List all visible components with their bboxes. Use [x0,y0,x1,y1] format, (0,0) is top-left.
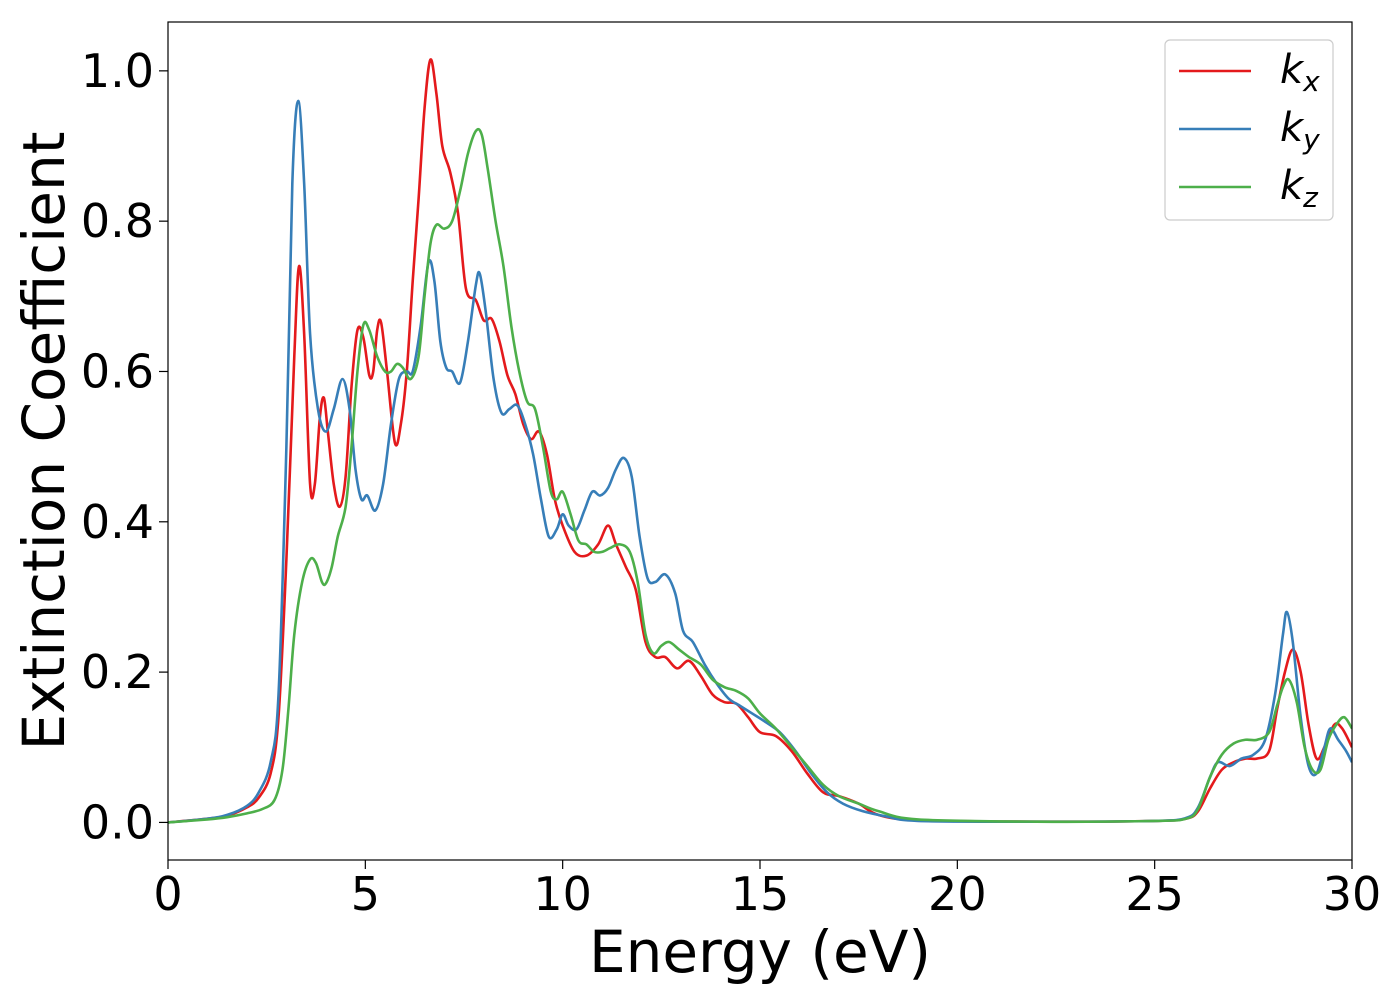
y-tick-label: 1.0 [81,44,154,98]
x-tick-label: 0 [153,867,182,921]
legend-label-kz: kz [1280,163,1319,214]
x-tick-label: 10 [533,867,592,921]
y-tick-label: 0.0 [81,795,154,849]
legend-label-kx: kx [1280,47,1320,98]
x-axis-title: Energy (eV) [589,918,931,986]
legend-label-ky: ky [1280,105,1320,156]
y-tick-label: 0.8 [81,194,154,248]
x-axis-ticks: 0 5 10 15 20 25 30 [153,860,1381,921]
x-tick-label: 15 [731,867,790,921]
series-layer [168,58,1352,824]
x-tick-label: 30 [1323,867,1382,921]
series-line-kz [168,127,1352,824]
x-tick-label: 25 [1125,867,1184,921]
y-tick-label: 0.6 [81,344,154,398]
y-tick-label: 0.4 [81,495,154,549]
x-tick-label: 5 [351,867,380,921]
y-axis-title: Extinction Coefficient [10,132,78,751]
y-axis-ticks: 0.0 0.2 0.4 0.6 0.8 1.0 [81,44,168,849]
y-tick-label: 0.2 [81,645,154,699]
legend: kx ky kz [1164,39,1334,221]
x-tick-label: 20 [928,867,987,921]
